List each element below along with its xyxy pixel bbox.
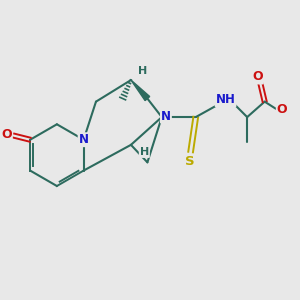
Polygon shape [131,80,150,101]
Text: N: N [161,110,171,123]
Text: H: H [138,66,147,76]
Text: O: O [252,70,263,83]
Text: N: N [79,133,88,146]
Text: H: H [140,147,149,157]
Text: O: O [277,103,287,116]
Text: O: O [1,128,12,141]
Text: S: S [185,155,194,168]
Text: NH: NH [216,93,236,106]
